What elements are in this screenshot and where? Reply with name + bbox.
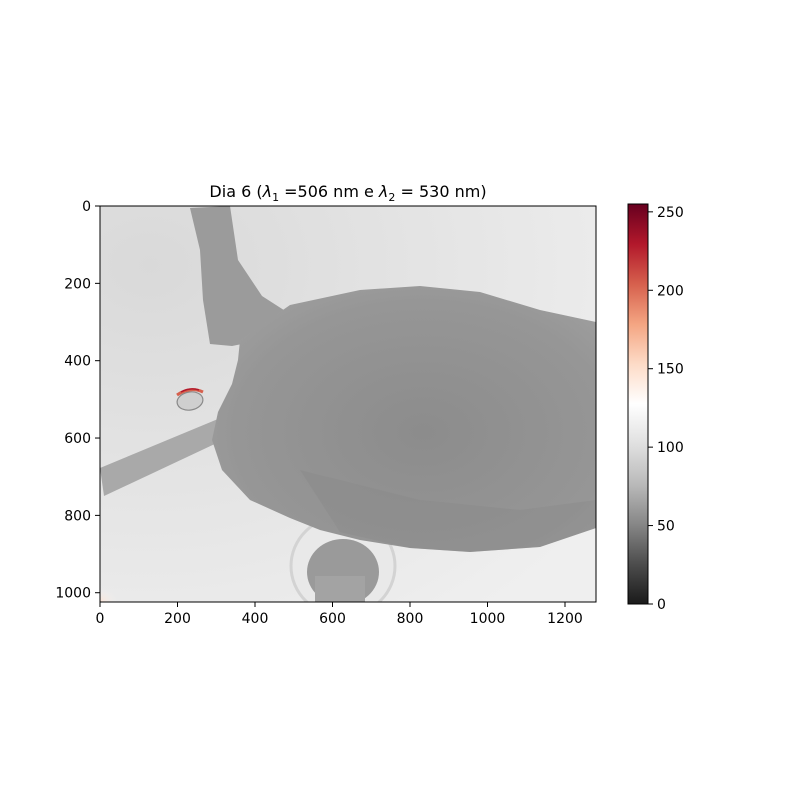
x-tick-label: 400 xyxy=(242,611,269,627)
chart-title: Dia 6 (λ1 =506 nm e λ2 = 530 nm) xyxy=(209,182,486,204)
y-tick-label: 0 xyxy=(82,199,91,215)
y-tick-label: 200 xyxy=(64,276,91,292)
bright-hotspot-core xyxy=(180,388,200,393)
y-tick-label: 600 xyxy=(64,431,91,447)
colorbar-tick-label: 100 xyxy=(657,440,684,456)
colorbar-tick-label: 150 xyxy=(657,362,684,378)
hind-leg xyxy=(190,206,290,346)
x-tick-label: 200 xyxy=(164,611,191,627)
tail xyxy=(100,414,236,496)
corner-glow xyxy=(100,520,200,602)
x-tick-label: 600 xyxy=(319,611,346,627)
x-tick-label: 0 xyxy=(96,611,105,627)
x-axis: 0 200 400 600 800 1000 1200 xyxy=(96,602,583,627)
x-tick-label: 1000 xyxy=(470,611,506,627)
y-tick-label: 1000 xyxy=(55,586,91,602)
y-tick-label: 800 xyxy=(64,508,91,524)
body-lower-shadow xyxy=(300,470,596,552)
x-tick-label: 800 xyxy=(397,611,424,627)
colorbar-tick-label: 50 xyxy=(657,519,675,535)
y-tick-label: 400 xyxy=(64,354,91,370)
colorbar-tick-label: 250 xyxy=(657,205,684,221)
x-tick-label: 1200 xyxy=(547,611,583,627)
plot-frame xyxy=(99,205,597,603)
animal-body xyxy=(212,286,596,552)
y-axis: 0 200 400 600 800 1000 xyxy=(55,199,100,602)
colorbar-tick-label: 0 xyxy=(657,597,666,613)
small-object xyxy=(176,391,204,411)
colorbar-axis: 0 50 100 150 200 250 xyxy=(648,205,684,613)
well-inner xyxy=(315,576,365,602)
colorbar-tick-label: 200 xyxy=(657,283,684,299)
image-area xyxy=(100,206,596,602)
colorbar xyxy=(627,203,649,605)
